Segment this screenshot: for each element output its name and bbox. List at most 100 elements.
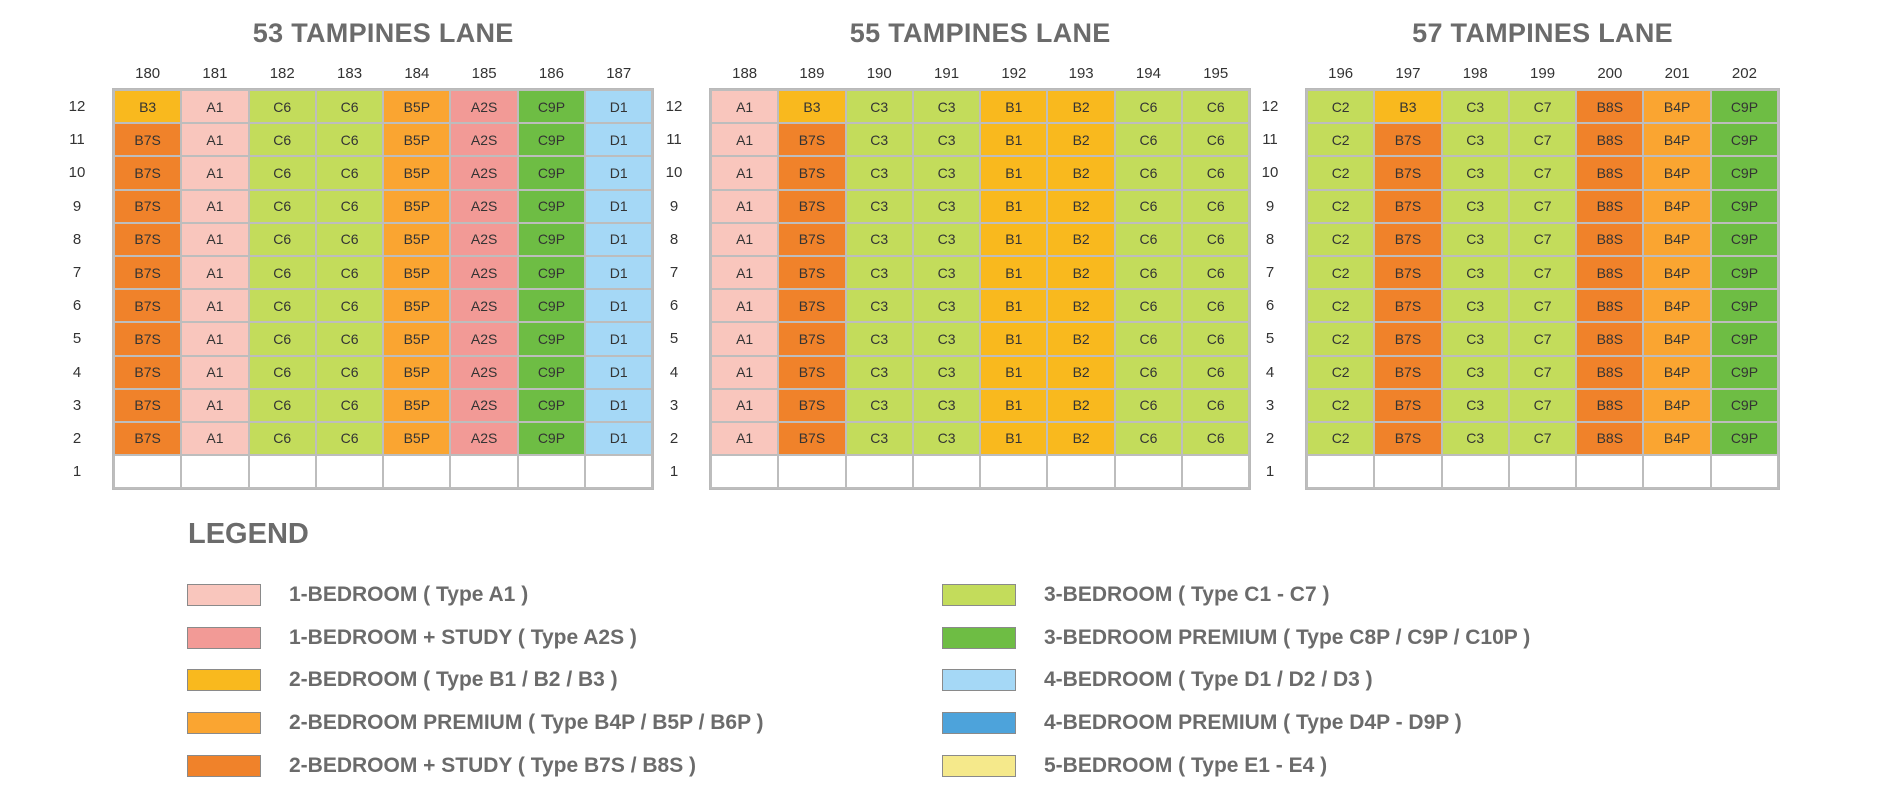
unit-cell: C6 xyxy=(1115,157,1182,189)
unit-number-header: 182 xyxy=(269,65,295,82)
unit-number-header: 198 xyxy=(1462,65,1488,82)
unit-cell: B1 xyxy=(981,223,1047,255)
unit-cell: B7S xyxy=(115,190,181,222)
unit-cell: C2 xyxy=(1308,389,1374,421)
unit-cell: B7S xyxy=(115,356,181,388)
legend-label: 4-BEDROOM PREMIUM ( Type D4P - D9P ) xyxy=(1044,711,1462,735)
unit-cell: C6 xyxy=(1115,422,1182,455)
unit-cell: C6 xyxy=(1115,290,1182,322)
unit-cell: B3 xyxy=(1375,91,1441,123)
unit-cell: B7S xyxy=(779,422,845,455)
empty-unit-cell xyxy=(779,456,845,488)
legend-title: LEGEND xyxy=(188,518,309,550)
unit-cell: B8S xyxy=(1577,323,1643,355)
floor-label: 4 xyxy=(1265,363,1275,381)
unit-cell: C6 xyxy=(316,91,383,123)
unit-cell: C2 xyxy=(1308,91,1374,123)
unit-cell: A2S xyxy=(451,91,517,123)
floor-label: 2 xyxy=(1265,430,1275,447)
unit-cell: B2 xyxy=(1048,323,1114,355)
unit-cell: C9P xyxy=(1711,91,1778,123)
legend-swatch xyxy=(187,584,261,606)
unit-cell: B2 xyxy=(1048,290,1114,322)
legend-swatch xyxy=(187,626,261,649)
unit-cell: B7S xyxy=(779,356,845,388)
empty-unit-cell xyxy=(712,456,778,488)
unit-cell: A1 xyxy=(182,356,248,388)
unit-cell: C3 xyxy=(913,356,980,388)
unit-cell: B4P xyxy=(1644,356,1710,388)
unit-cell: C9P xyxy=(518,389,585,421)
empty-unit-cell xyxy=(1308,456,1374,488)
unit-cell: B7S xyxy=(779,223,845,255)
empty-unit-cell xyxy=(316,456,383,488)
unit-cell: A2S xyxy=(451,124,517,156)
unit-cell: C9P xyxy=(518,157,585,189)
unit-cell: C2 xyxy=(1308,323,1374,355)
unit-cell: A2S xyxy=(451,422,517,455)
floor-label: 12 xyxy=(68,98,86,115)
unit-cell: A1 xyxy=(182,190,248,222)
unit-cell: A2S xyxy=(451,323,517,355)
unit-cell: B1 xyxy=(981,389,1047,421)
unit-cell: C9P xyxy=(1711,422,1778,455)
unit-cell: B2 xyxy=(1048,91,1114,123)
unit-cell: A1 xyxy=(712,91,778,123)
unit-number-header: 197 xyxy=(1395,65,1421,82)
legend-swatch xyxy=(187,669,261,692)
unit-cell: C6 xyxy=(1183,290,1249,322)
unit-cell: C2 xyxy=(1308,223,1374,255)
unit-cell: D1 xyxy=(586,157,652,189)
floor-label: 8 xyxy=(1265,230,1275,248)
unit-cell: A1 xyxy=(182,290,248,322)
unit-cell: B8S xyxy=(1577,422,1643,455)
unit-cell: C6 xyxy=(249,190,315,222)
unit-cell: C6 xyxy=(1115,223,1182,255)
unit-cell: B5P xyxy=(384,91,450,123)
unit-cell: A2S xyxy=(451,290,517,322)
unit-cell: B4P xyxy=(1644,91,1710,123)
floor-label: 11 xyxy=(666,131,682,149)
unit-number-header: 187 xyxy=(606,65,632,82)
unit-cell: B2 xyxy=(1048,223,1114,255)
unit-cell: B8S xyxy=(1577,223,1643,255)
unit-cell: D1 xyxy=(586,124,652,156)
legend-item: 1-BEDROOM ( Type A1 ) xyxy=(187,583,528,607)
unit-cell: B2 xyxy=(1048,256,1114,289)
legend-item: 2-BEDROOM PREMIUM ( Type B4P / B5P / B6P… xyxy=(187,711,764,735)
unit-cell: B5P xyxy=(384,157,450,189)
unit-cell: B1 xyxy=(981,124,1047,156)
empty-unit-cell xyxy=(1183,456,1249,488)
unit-cell: B8S xyxy=(1577,157,1643,189)
empty-unit-cell xyxy=(846,456,912,488)
unit-cell: B7S xyxy=(1375,157,1441,189)
floor-label: 5 xyxy=(669,330,679,348)
floor-label: 9 xyxy=(72,197,82,215)
unit-number-header: 188 xyxy=(732,65,758,82)
unit-cell: B5P xyxy=(384,290,450,322)
unit-cell: C9P xyxy=(1711,323,1778,355)
unit-cell: A2S xyxy=(451,389,517,421)
unit-cell: B7S xyxy=(1375,190,1441,222)
floor-label: 4 xyxy=(669,363,679,381)
legend-label: 2-BEDROOM + STUDY ( Type B7S / B8S ) xyxy=(289,753,697,777)
unit-cell: B4P xyxy=(1644,323,1710,355)
unit-cell: B5P xyxy=(384,223,450,255)
floor-label: 5 xyxy=(72,330,82,348)
unit-cell: C3 xyxy=(846,157,912,189)
unit-cell: C6 xyxy=(1115,389,1182,421)
unit-cell: C7 xyxy=(1509,157,1576,189)
unit-cell: C6 xyxy=(249,223,315,255)
empty-unit-cell xyxy=(1115,456,1182,488)
unit-cell: C3 xyxy=(846,91,912,123)
unit-number-header: 185 xyxy=(471,65,497,82)
unit-cell: C6 xyxy=(1115,190,1182,222)
unit-cell: B7S xyxy=(115,422,181,455)
legend-item: 3-BEDROOM ( Type C1 - C7 ) xyxy=(942,583,1329,607)
unit-cell: D1 xyxy=(586,290,652,322)
floor-label: 10 xyxy=(1261,164,1279,182)
unit-cell: D1 xyxy=(586,190,652,222)
unit-cell: B1 xyxy=(981,356,1047,388)
empty-unit-cell xyxy=(586,456,652,488)
unit-number-header: 190 xyxy=(866,65,892,82)
